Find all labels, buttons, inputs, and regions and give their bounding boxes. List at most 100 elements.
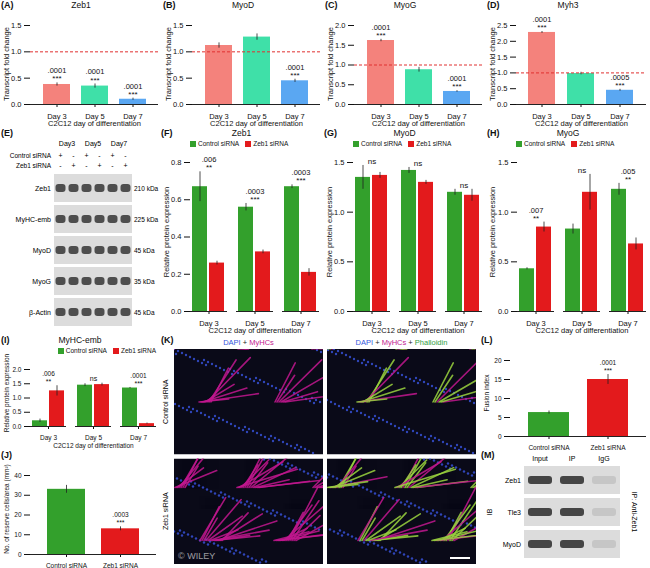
svg-text:C2C12 day of differentiation: C2C12 day of differentiation	[209, 326, 302, 335]
svg-text:Control siRNA: Control siRNA	[46, 562, 88, 568]
svg-text:**: **	[625, 175, 631, 184]
svg-text:.0001: .0001	[48, 66, 67, 75]
svg-text:0.5: 0.5	[498, 257, 508, 266]
svg-text:2.0: 2.0	[497, 37, 507, 46]
svg-text:.0001: .0001	[286, 63, 305, 72]
svg-text:Zeb1 siRNA: Zeb1 siRNA	[16, 162, 52, 169]
svg-text:***: ***	[134, 380, 142, 387]
svg-text:***: ***	[52, 74, 61, 83]
svg-text:.0001: .0001	[124, 82, 143, 91]
svg-text:0.0: 0.0	[498, 307, 508, 316]
svg-text:1.0: 1.0	[498, 208, 508, 217]
svg-text:Control siRNA: Control siRNA	[10, 152, 52, 159]
svg-text:1.0: 1.0	[173, 47, 183, 56]
svg-text:+: +	[97, 162, 101, 169]
svg-text:2.5: 2.5	[497, 21, 507, 30]
svg-text:.0003: .0003	[292, 168, 311, 177]
svg-text:ns: ns	[90, 375, 98, 382]
svg-text:10: 10	[494, 395, 502, 402]
svg-text:ns: ns	[578, 166, 586, 175]
svg-text:ns: ns	[368, 157, 376, 166]
svg-text:C2C12 day of differentiation: C2C12 day of differentiation	[372, 119, 465, 128]
svg-text:1.0: 1.0	[12, 394, 21, 401]
svg-text:β-Actin: β-Actin	[29, 309, 51, 317]
svg-text:1.5: 1.5	[12, 380, 21, 387]
svg-text:.0003: .0003	[112, 511, 129, 518]
svg-text:C2C12 day of differentiation: C2C12 day of differentiation	[536, 326, 629, 335]
svg-text:1.5: 1.5	[335, 41, 345, 50]
svg-text:0.0: 0.0	[11, 100, 21, 109]
svg-text:C2C12 day of differentiation: C2C12 day of differentiation	[210, 119, 303, 128]
svg-text:MyoG: MyoG	[32, 278, 51, 286]
svg-text:ns: ns	[414, 159, 422, 168]
svg-text:5: 5	[498, 414, 502, 421]
svg-text:45 kDa: 45 kDa	[134, 309, 155, 316]
svg-text:IP: IP	[569, 455, 576, 462]
svg-text:Zeb1 siRNA: Zeb1 siRNA	[103, 562, 139, 568]
svg-text:Day7: Day7	[111, 140, 127, 148]
svg-text:.007: .007	[529, 206, 544, 215]
svg-text:45 kDa: 45 kDa	[134, 247, 155, 254]
svg-text:C2C12 day of differentiation: C2C12 day of differentiation	[372, 326, 465, 335]
svg-text:C2C12 day of differentiation: C2C12 day of differentiation	[48, 119, 141, 128]
svg-text:**: **	[206, 163, 212, 172]
svg-text:+: +	[58, 152, 62, 159]
svg-text:DAPI + MyHCs + Phalloidin: DAPI + MyHCs + Phalloidin	[356, 338, 448, 347]
svg-text:1.5: 1.5	[498, 158, 508, 167]
svg-text:.0005: .0005	[611, 73, 630, 82]
svg-text:+: +	[110, 152, 114, 159]
svg-text:0.0: 0.0	[335, 100, 345, 109]
svg-text:-: -	[111, 162, 114, 169]
svg-text:***: ***	[128, 90, 137, 99]
svg-text:***: ***	[250, 195, 259, 204]
svg-text:© WILEY: © WILEY	[178, 551, 215, 561]
svg-text:IB: IB	[486, 508, 493, 515]
svg-text:.0001: .0001	[372, 23, 391, 32]
svg-text:Control siRNA: Control siRNA	[162, 379, 169, 424]
svg-text:-: -	[124, 152, 127, 159]
svg-text:0: 0	[18, 551, 22, 558]
svg-text:***: ***	[376, 31, 385, 40]
svg-text:.006: .006	[42, 370, 55, 377]
svg-text:-: -	[85, 162, 88, 169]
svg-text:***: ***	[604, 367, 612, 374]
svg-text:C2C12 day of differentiation: C2C12 day of differentiation	[535, 119, 628, 128]
svg-text:Zeb1: Zeb1	[505, 477, 521, 484]
svg-text:Zeb1: Zeb1	[35, 185, 51, 192]
svg-text:.006: .006	[202, 155, 217, 164]
svg-text:2.0: 2.0	[335, 21, 345, 30]
svg-text:20: 20	[494, 357, 502, 364]
svg-text:***: ***	[116, 519, 124, 526]
svg-text:.0001: .0001	[86, 67, 105, 76]
svg-text:Control siRNA: Control siRNA	[528, 444, 570, 451]
svg-text:0.6: 0.6	[171, 195, 181, 204]
svg-text:C2C12 day of differentiation: C2C12 day of differentiation	[53, 442, 134, 450]
svg-text:***: ***	[296, 176, 305, 185]
svg-text:40: 40	[14, 472, 22, 479]
svg-text:-: -	[98, 152, 101, 159]
svg-text:Zeb1 siRNA: Zeb1 siRNA	[162, 492, 169, 530]
svg-text:15: 15	[494, 376, 502, 383]
svg-text:1.0: 1.0	[11, 47, 21, 56]
svg-text:0.5: 0.5	[11, 74, 21, 83]
svg-text:0.2: 0.2	[171, 270, 181, 279]
svg-text:0.0: 0.0	[171, 307, 181, 316]
svg-text:20: 20	[14, 511, 22, 518]
svg-text:1.0: 1.0	[335, 60, 345, 69]
svg-text:1.0: 1.0	[497, 68, 507, 77]
svg-text:0: 0	[498, 433, 502, 440]
svg-text:0.0: 0.0	[334, 307, 344, 316]
svg-text:**: **	[533, 214, 539, 223]
svg-text:.0001: .0001	[533, 15, 552, 24]
svg-text:2.0: 2.0	[12, 366, 21, 373]
svg-text:-: -	[59, 162, 62, 169]
svg-text:+: +	[71, 162, 75, 169]
svg-text:Day5: Day5	[85, 140, 101, 148]
svg-text:.0001: .0001	[130, 372, 147, 379]
svg-text:225 kDa: 225 kDa	[134, 216, 159, 223]
svg-text:0.5: 0.5	[334, 257, 344, 266]
svg-text:0.0: 0.0	[497, 100, 507, 109]
svg-text:.005: .005	[621, 167, 636, 176]
svg-text:IgG: IgG	[598, 455, 609, 463]
svg-text:***: ***	[615, 81, 624, 90]
